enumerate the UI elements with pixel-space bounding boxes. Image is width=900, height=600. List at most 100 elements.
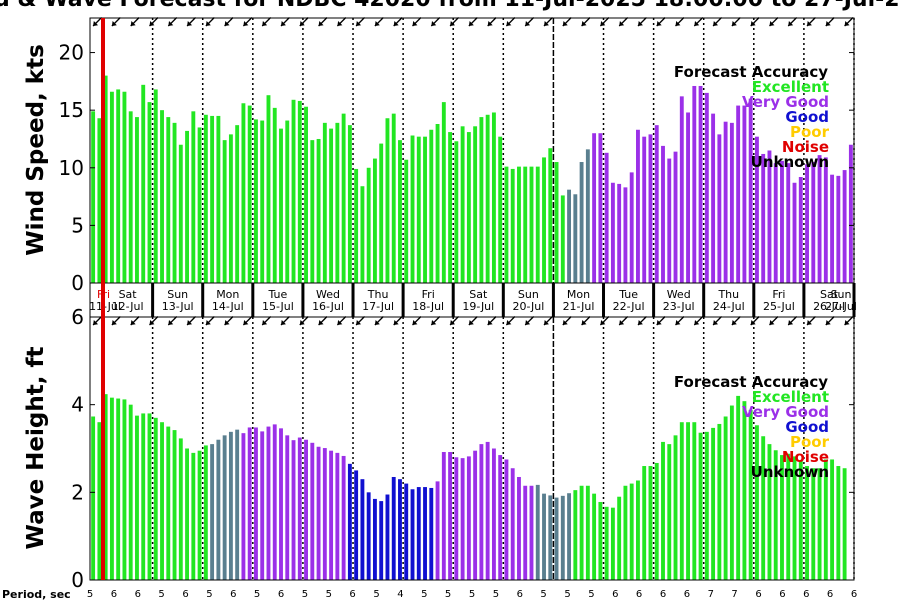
- wave-bar: [191, 452, 196, 580]
- wind-bar: [197, 127, 202, 284]
- wind-bar: [729, 122, 734, 283]
- wave-bar: [598, 501, 603, 580]
- direction-arrow: [844, 17, 854, 27]
- wave-bar: [254, 427, 258, 580]
- wave-bar: [805, 466, 809, 580]
- direction-arrow: [280, 17, 290, 27]
- period-value: 6: [517, 589, 523, 600]
- wave-bar: [748, 409, 753, 580]
- wave-bar: [548, 495, 553, 580]
- period-value: 6: [278, 589, 284, 600]
- direction-arrow: [693, 17, 704, 27]
- direction-arrow: [149, 17, 159, 27]
- legend-item-very_good: Very Good: [742, 93, 829, 111]
- wave-bar: [610, 507, 615, 580]
- period-value: 6: [755, 589, 761, 600]
- wave-bar: [830, 459, 835, 580]
- day-axis: 11-JulSat12-JulSun13-JulMon14-JulTue15-J…: [89, 282, 857, 318]
- wave-bar: [391, 476, 396, 580]
- wind-day-dividers: [101, 18, 855, 283]
- wind-bar: [636, 129, 640, 283]
- wave-bar: [197, 450, 202, 580]
- legend-item-very_good: Very Good: [742, 403, 829, 421]
- direction-arrow: [656, 316, 666, 326]
- period-values: 5 6 6 5 6 5 6 5 6 5 5 6 5 4 5 5 5 5 6 5 5 5 6 6 6 6 7 7 6 6 6 6 6: [87, 589, 857, 600]
- wave-bar: [786, 453, 791, 580]
- wave-bar: [448, 452, 453, 580]
- direction-arrow: [449, 17, 460, 27]
- wave-bar: [97, 422, 102, 580]
- period-value: 4: [397, 589, 403, 600]
- period-value: 5: [87, 589, 93, 600]
- wave-bar: [473, 450, 478, 580]
- direction-arrow: [318, 316, 328, 326]
- wind-bar: [504, 166, 509, 283]
- period-value: 5: [445, 589, 451, 600]
- wind-bar: [247, 105, 252, 283]
- wave-bar: [811, 468, 816, 580]
- wave-bar: [103, 394, 108, 580]
- direction-arrow: [543, 316, 553, 326]
- wind-bar: [648, 134, 653, 283]
- period-value: 6: [612, 589, 618, 600]
- wave-bar: [379, 501, 384, 580]
- wave-bar: [742, 401, 747, 580]
- wave-bar: [698, 432, 703, 580]
- wind-bar: [848, 144, 853, 283]
- direction-arrow: [242, 17, 253, 27]
- date-label: 15-Jul: [262, 300, 294, 313]
- wave-bar: [466, 456, 471, 580]
- wind-bar: [147, 102, 152, 283]
- legend-item-excellent: Excellent: [752, 78, 829, 96]
- wave-bar: [573, 490, 578, 580]
- wave-y-tick-label: 6: [71, 305, 84, 329]
- wave-bar: [761, 436, 766, 580]
- wind-bar: [235, 125, 240, 284]
- wave-bar: [523, 485, 528, 580]
- wave-bar: [310, 442, 315, 580]
- legend-item-unknown: Unknown: [751, 463, 829, 481]
- wave-plot-frame: [89, 316, 855, 581]
- wind-bar: [711, 113, 716, 283]
- direction-arrow: [130, 17, 140, 27]
- wind-bar: [335, 122, 340, 283]
- wind-bar: [792, 182, 797, 283]
- date-label: 24-Jul: [713, 300, 745, 313]
- wind-bar: [610, 182, 615, 283]
- day-of-week-label: Sat: [119, 288, 138, 301]
- wind-bar: [354, 168, 359, 283]
- date-label: 21-Jul: [563, 300, 595, 313]
- wave-bar: [729, 405, 734, 580]
- wind-bar: [773, 163, 778, 283]
- period-value: 5: [564, 589, 570, 600]
- wind-bar: [272, 107, 277, 284]
- date-label: 17-Jul: [362, 300, 394, 313]
- period-value: 6: [230, 589, 236, 600]
- date-label: 18-Jul: [412, 300, 444, 313]
- wave-bar: [347, 463, 352, 580]
- day-of-week-label: Tue: [618, 288, 638, 301]
- period-value: 5: [254, 589, 260, 600]
- wind-bar: [185, 130, 189, 283]
- wind-bar: [141, 84, 146, 283]
- wind-bar: [210, 115, 215, 284]
- day-of-week-label: Thu: [717, 288, 739, 301]
- wave-bar: [479, 444, 484, 580]
- direction-arrow: [487, 17, 497, 27]
- wind-bar: [160, 110, 164, 283]
- wave-bar: [661, 441, 665, 580]
- direction-arrow: [261, 316, 272, 326]
- wave-bar: [222, 435, 227, 580]
- wind-bar: [216, 115, 221, 284]
- period-value: 5: [540, 589, 546, 600]
- legend-item-noise: Noise: [782, 448, 829, 466]
- day-of-week-label: Fri: [772, 288, 785, 301]
- wave-bar: [266, 426, 271, 580]
- period-value: 6: [660, 589, 666, 600]
- period-value: 6: [111, 589, 117, 600]
- wind-bar: [91, 111, 96, 283]
- legend-title: Forecast Accuracy: [674, 373, 828, 391]
- wave-bar: [454, 457, 459, 580]
- wave-bar: [642, 466, 647, 580]
